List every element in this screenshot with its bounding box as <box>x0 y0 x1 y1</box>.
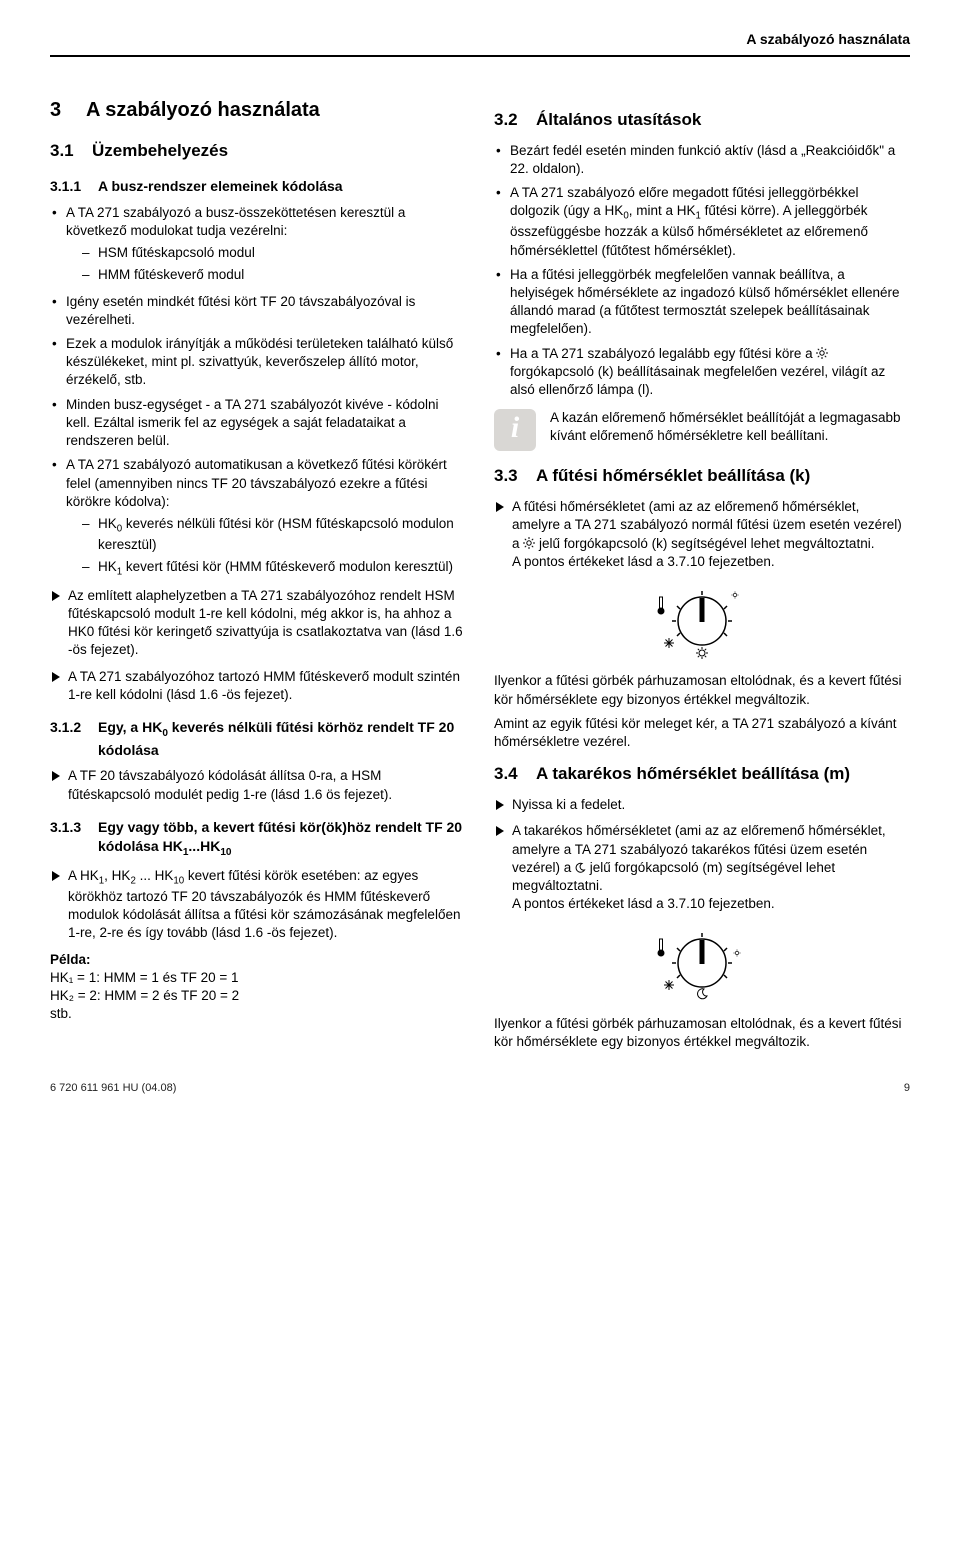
section-3-4-title: A takarékos hőmérséklet beállítása (m) <box>536 764 850 783</box>
tri-item: A fűtési hőmérsékletet (ami az az előrem… <box>494 498 910 571</box>
txt: ... HK <box>136 868 174 883</box>
bullet-item: A TA 271 szabályozó előre megadott fűtés… <box>494 184 910 259</box>
txt: A pontos értékeket lásd a 3.7.10 fejezet… <box>512 896 775 911</box>
section-3-1-heading: 3.1Üzembehelyezés <box>50 140 466 163</box>
section-3-heading: 3A szabályozó használata <box>50 97 466 124</box>
txt: jelű forgókapcsoló (k) segítségével lehe… <box>535 536 874 551</box>
example-line: HK₂ = 2: HMM = 2 és TF 20 = 2 <box>50 987 466 1005</box>
footer-doc-id: 6 720 611 961 HU (04.08) <box>50 1081 176 1096</box>
tri-item: A HK1, HK2 ... HK10 kevert fűtési körök … <box>50 867 466 942</box>
example-line: HK₁ = 1: HMM = 1 és TF 20 = 1 <box>50 969 466 987</box>
section-3-1-1-title: A busz-rendszer elemeinek kódolása <box>98 177 466 196</box>
example-label: Példa: <box>50 951 466 969</box>
triangle-list-2: A TF 20 távszabályozó kódolását állítsa … <box>50 767 466 803</box>
section-3-num: 3 <box>50 97 86 124</box>
moon-icon <box>575 862 586 873</box>
txt: , mint a HK <box>629 203 696 218</box>
bullet-item: Igény esetén mindkét fűtési kört TF 20 t… <box>50 293 466 329</box>
tri-item: A TA 271 szabályozóhoz tartozó HMM fűtés… <box>50 668 466 704</box>
txt: Ha a TA 271 szabályozó legalább egy fűté… <box>510 346 816 361</box>
dash-item: HK0 keverés nélküli fűtési kör (HSM fűté… <box>82 515 466 554</box>
txt: HK <box>98 559 117 574</box>
section-3-2-num: 3.2 <box>494 109 536 132</box>
section-3-1-1-num: 3.1.1 <box>50 177 98 196</box>
txt: A HK <box>68 868 99 883</box>
paragraph: Amint az egyik fűtési kör meleget kér, a… <box>494 715 910 751</box>
section-3-2-title: Általános utasítások <box>536 110 701 129</box>
section-3-1-2-heading: 3.1.2 Egy, a HK0 keverés nélküli fűtési … <box>50 718 466 759</box>
example-block: Példa: HK₁ = 1: HMM = 1 és TF 20 = 1 HK₂… <box>50 951 466 1024</box>
dial-icon <box>658 933 741 999</box>
footer-page-num: 9 <box>904 1081 910 1096</box>
section-3-1-3-title: Egy vagy több, a kevert fűtési kör(ök)hö… <box>98 818 466 859</box>
bullet-list-r1: Bezárt fedél esetén minden funkció aktív… <box>494 142 910 399</box>
triangle-list-1: Az említett alaphelyzetben a TA 271 szab… <box>50 587 466 704</box>
info-text: A kazán előremenő hőmérséklet beállítójá… <box>550 409 910 445</box>
txt: , HK <box>104 868 130 883</box>
tri-item: Az említett alaphelyzetben a TA 271 szab… <box>50 587 466 660</box>
dash-list-2: HK0 keverés nélküli fűtési kör (HSM fűté… <box>82 515 466 579</box>
bullet-item: A TA 271 szabályozó automatikusan a köve… <box>50 456 466 578</box>
section-3-1-3-heading: 3.1.3 Egy vagy több, a kevert fűtési kör… <box>50 818 466 859</box>
example-line: stb. <box>50 1005 466 1023</box>
bullet-item: Ha a fűtési jelleggörbék megfelelően van… <box>494 266 910 339</box>
section-3-1-title: Üzembehelyezés <box>92 141 228 160</box>
tri-item: A TF 20 távszabályozó kódolását állítsa … <box>50 767 466 803</box>
dial-diagram-2 <box>494 923 910 1006</box>
txt: HK <box>98 516 117 531</box>
txt: Egy, a HK <box>98 719 162 735</box>
paragraph: Ilyenkor a fűtési görbék párhuzamosan el… <box>494 672 910 708</box>
section-3-4-num: 3.4 <box>494 763 536 786</box>
txt: forgókapcsoló (k) beállításainak megfele… <box>510 364 885 397</box>
section-3-3-heading: 3.3A fűtési hőmérséklet beállítása (k) <box>494 465 910 488</box>
bullet-item: Ezek a modulok irányítják a működési ter… <box>50 335 466 390</box>
sun-icon <box>523 537 535 549</box>
txt: kevert fűtési kör (HMM fűtéskeverő modul… <box>122 559 453 574</box>
info-icon: i <box>494 409 536 451</box>
section-3-1-2-title: Egy, a HK0 keverés nélküli fűtési körhöz… <box>98 718 466 759</box>
sun-icon <box>816 347 828 359</box>
bullet-item: A TA 271 szabályozó a busz-összeköttetés… <box>50 204 466 285</box>
section-3-2-heading: 3.2Általános utasítások <box>494 109 910 132</box>
right-column: 3.2Általános utasítások Bezárt fedél ese… <box>494 97 910 1051</box>
txt: keverés nélküli fűtési kör (HSM fűtéskap… <box>98 516 454 552</box>
dash-item: HMM fűtéskeverő modul <box>82 266 466 284</box>
paragraph: Ilyenkor a fűtési görbék párhuzamosan el… <box>494 1015 910 1051</box>
info-box: i A kazán előremenő hőmérséklet beállító… <box>494 409 910 451</box>
section-3-4-heading: 3.4A takarékos hőmérséklet beállítása (m… <box>494 763 910 786</box>
section-3-1-1-heading: 3.1.1 A busz-rendszer elemeinek kódolása <box>50 177 466 196</box>
bullet-text: A TA 271 szabályozó a busz-összeköttetés… <box>66 205 405 238</box>
section-3-3-title: A fűtési hőmérséklet beállítása (k) <box>536 466 810 485</box>
page-footer: 6 720 611 961 HU (04.08) 9 <box>50 1081 910 1096</box>
triangle-list-r1: A fűtési hőmérsékletet (ami az az előrem… <box>494 498 910 571</box>
dash-list-1: HSM fűtéskapcsoló modul HMM fűtéskeverő … <box>82 244 466 284</box>
dial-icon <box>658 591 739 659</box>
left-column: 3A szabályozó használata 3.1Üzembehelyez… <box>50 97 466 1051</box>
txt: ...HK <box>188 838 220 854</box>
section-3-1-2-num: 3.1.2 <box>50 718 98 759</box>
section-3-3-num: 3.3 <box>494 465 536 488</box>
dial-diagram-1 <box>494 581 910 664</box>
section-3-1-3-num: 3.1.3 <box>50 818 98 859</box>
section-3-1-num: 3.1 <box>50 140 92 163</box>
tri-item: A takarékos hőmérsékletet (ami az az elő… <box>494 822 910 913</box>
txt: A pontos értékeket lásd a 3.7.10 fejezet… <box>512 554 775 569</box>
dash-item: HSM fűtéskapcsoló modul <box>82 244 466 262</box>
bullet-item: Bezárt fedél esetén minden funkció aktív… <box>494 142 910 178</box>
triangle-list-3: A HK1, HK2 ... HK10 kevert fűtési körök … <box>50 867 466 942</box>
bullet-text: A TA 271 szabályozó automatikusan a köve… <box>66 457 447 508</box>
tri-item: Nyissa ki a fedelet. <box>494 796 910 814</box>
bullet-item: Minden busz-egységet - a TA 271 szabályo… <box>50 396 466 451</box>
triangle-list-r2: Nyissa ki a fedelet. A takarékos hőmérsé… <box>494 796 910 913</box>
content-columns: 3A szabályozó használata 3.1Üzembehelyez… <box>50 97 910 1051</box>
dash-item: HK1 kevert fűtési kör (HMM fűtéskeverő m… <box>82 558 466 579</box>
running-header: A szabályozó használata <box>50 30 910 57</box>
section-3-title: A szabályozó használata <box>86 99 320 121</box>
bullet-list-1: A TA 271 szabályozó a busz-összeköttetés… <box>50 204 466 579</box>
txt: Egy vagy több, a kevert fűtési kör(ök)hö… <box>98 819 462 854</box>
bullet-item: Ha a TA 271 szabályozó legalább egy fűté… <box>494 345 910 400</box>
